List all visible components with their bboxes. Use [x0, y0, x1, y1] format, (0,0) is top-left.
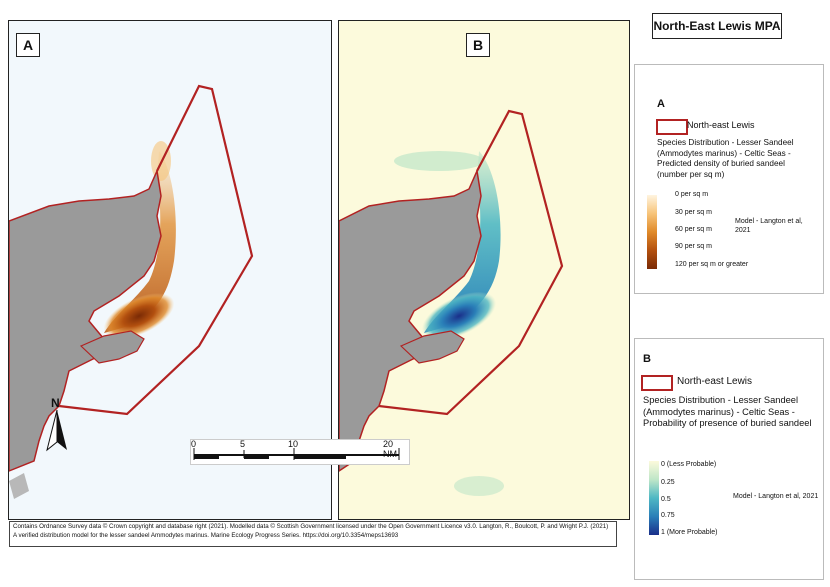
legend-a-class-2: 60 per sq m: [675, 226, 712, 233]
north-label: N: [51, 396, 60, 410]
mpa-boundary-b: [378, 109, 564, 416]
legend-b-class-1: 0.25: [661, 479, 675, 486]
legend-a-description: Species Distribution - Lesser Sandeel (A…: [657, 138, 794, 179]
legend-a-class-3: 90 per sq m: [675, 243, 712, 250]
land-lewis-b: [339, 168, 482, 472]
legend-b-boundary-swatch: [641, 375, 673, 391]
map-a-svg: [9, 84, 254, 499]
legend-b-model: Model - Langton et al, 2021: [733, 493, 819, 500]
map-title: North-East Lewis MPA: [652, 13, 782, 39]
density-core-a: [103, 293, 175, 339]
legend-b-class-0: 0 (Less Probable): [661, 461, 717, 468]
map-panel-b[interactable]: B: [338, 20, 630, 520]
legend-a: A North-east Lewis Species Distribution …: [634, 64, 824, 294]
scale-bar: 0 5 10 20 NM: [190, 439, 410, 465]
legend-a-class-1: 30 per sq m: [675, 209, 712, 216]
legend-b-class-3: 0.75: [661, 512, 675, 519]
legend-a-class-4: 120 per sq m or greater: [675, 261, 749, 268]
legend-b-ramp: [649, 461, 659, 535]
legend-b-heading: B: [643, 353, 651, 365]
legend-a-heading: A: [657, 98, 665, 110]
scale-tick-20: 20 NM: [383, 439, 397, 459]
legend-a-ramp: [647, 195, 657, 269]
map-b-svg: [339, 109, 564, 496]
legend-b-class-4: 1 (More Probable): [661, 529, 718, 536]
density-band-a: [104, 151, 176, 333]
legend-b-boundary-label: North-east Lewis: [677, 376, 753, 387]
legend-b-description: Species Distribution - Lesser Sandeel (A…: [643, 395, 812, 428]
legend-a-boundary-swatch: [656, 119, 688, 135]
scale-tick-0: 0: [191, 439, 197, 449]
mpa-boundary-a: [58, 84, 254, 416]
legend-a-class-0: 0 per sq m: [675, 191, 709, 198]
legend-b-class-2: 0.5: [661, 496, 671, 503]
probability-core-b: [421, 291, 497, 341]
panel-a-label: A: [16, 33, 40, 57]
panel-b-label: B: [466, 33, 490, 57]
legend-a-model: Model - Langton et al, 2021: [735, 218, 803, 234]
north-arrow-icon: [46, 409, 67, 452]
land-lewis-a: [9, 168, 162, 472]
legend-a-boundary-label: North-east Lewis: [687, 120, 755, 130]
legend-b: B North-east Lewis Species Distribution …: [634, 338, 824, 580]
scale-tick-5: 5: [240, 439, 246, 449]
scale-tick-10: 10: [288, 439, 299, 449]
north-arrow: N: [44, 396, 70, 454]
data-credit: Contains Ordnance Survey data © Crown co…: [9, 521, 617, 547]
